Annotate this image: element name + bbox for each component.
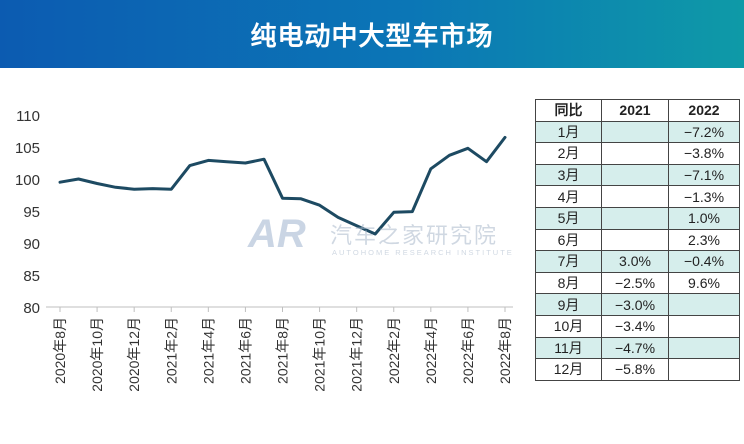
table-body: 1月 −7.2% 2月 −3.8% 3月 −7.1% 4月 −1.3% 5月 1.0% 6月 2.3%…	[535, 120, 740, 381]
yoy-cell	[668, 358, 740, 381]
month-cell: 9月	[535, 293, 602, 316]
y-tick-label: 80	[23, 300, 40, 317]
yoy-cell: 9.6%	[668, 271, 740, 295]
table-row: 8月 −2.5% 9.6%	[535, 271, 740, 295]
yoy-cell: −0.4%	[668, 250, 740, 273]
month-cell: 4月	[535, 185, 602, 208]
x-tick-label: 2021年2月	[163, 317, 179, 384]
table-row: 2月 −3.8%	[535, 142, 740, 165]
yoy-cell: −2.5%	[601, 271, 669, 295]
yoy-cell	[601, 120, 669, 144]
table-row: 3月 −7.1%	[535, 163, 740, 187]
x-tick-label: 2021年4月	[200, 317, 216, 384]
header-cell: 同比	[535, 99, 602, 122]
table-row: 1月 −7.2%	[535, 120, 740, 144]
table-row: 5月 1.0%	[535, 206, 740, 230]
x-tick-label: 2022年6月	[460, 317, 476, 384]
table-header-row: 同比 2021 2022	[535, 99, 740, 122]
y-tick-label: 105	[15, 140, 40, 157]
month-cell: 12月	[535, 358, 602, 381]
month-cell: 5月	[535, 206, 602, 230]
yoy-cell: −3.8%	[668, 142, 740, 165]
month-cell: 11月	[535, 336, 602, 360]
yoy-table: 同比 2021 2022 1月 −7.2% 2月 −3.8% 3月 −7.1% 4月 −1.3…	[535, 99, 740, 381]
yoy-cell	[601, 142, 669, 165]
table-row: 10月 −3.4%	[535, 314, 740, 338]
month-cell: 1月	[535, 120, 602, 144]
header-cell: 2022	[668, 99, 740, 122]
table-row: 11月 −4.7%	[535, 336, 740, 360]
x-tick-label: 2022年2月	[386, 317, 402, 384]
yoy-cell: −3.0%	[601, 293, 669, 316]
yoy-cell: −5.8%	[601, 358, 669, 381]
x-tick-label: 2021年8月	[275, 317, 291, 384]
x-tick-label: 2020年12月	[126, 317, 142, 392]
month-cell: 7月	[535, 250, 602, 273]
line-chart: 80 85 90 95 100 105 110 2020年8月 2020年10月 2020年12月…	[15, 108, 513, 392]
table-row: 4月 −1.3%	[535, 185, 740, 208]
month-cell: 2月	[535, 142, 602, 165]
title-bar: 纯电动中大型车市场	[0, 0, 744, 68]
yoy-cell	[668, 293, 740, 316]
table-row: 6月 2.3%	[535, 228, 740, 252]
yoy-cell	[668, 336, 740, 360]
yoy-cell: −4.7%	[601, 336, 669, 360]
yoy-cell: 1.0%	[668, 206, 740, 230]
yoy-cell	[601, 206, 669, 230]
x-tick-label: 2020年8月	[52, 317, 68, 384]
month-cell: 10月	[535, 314, 602, 338]
y-tick-label: 110	[16, 108, 40, 125]
yoy-cell: −7.1%	[668, 163, 740, 187]
month-cell: 3月	[535, 163, 602, 187]
yoy-cell: −7.2%	[668, 120, 740, 144]
yoy-cell	[668, 314, 740, 338]
yoy-cell: −1.3%	[668, 185, 740, 208]
y-tick-label: 90	[23, 236, 40, 253]
y-tick-label: 85	[23, 268, 40, 285]
x-tick-label: 2022年4月	[423, 317, 439, 384]
y-tick-label: 100	[15, 172, 40, 189]
y-tick-label: 95	[23, 204, 40, 221]
page-title: 纯电动中大型车市场	[250, 21, 494, 52]
x-tick-label: 2022年8月	[497, 317, 513, 384]
x-tick-label: 2021年12月	[349, 317, 365, 392]
yoy-cell	[601, 163, 669, 187]
header-cell: 2021	[601, 99, 669, 122]
table-row: 7月 3.0% −0.4%	[535, 250, 740, 273]
yoy-cell: 2.3%	[668, 228, 740, 252]
month-cell: 6月	[535, 228, 602, 252]
month-cell: 8月	[535, 271, 602, 295]
yoy-cell: 3.0%	[601, 250, 669, 273]
yoy-cell	[601, 185, 669, 208]
x-tick-label: 2021年6月	[237, 317, 253, 384]
x-tick-label: 2021年10月	[312, 317, 328, 392]
yoy-cell	[601, 228, 669, 252]
series-line	[58, 135, 507, 236]
table-row: 9月 −3.0%	[535, 293, 740, 316]
yoy-cell: −3.4%	[601, 314, 669, 338]
table-row: 12月 −5.8%	[535, 358, 740, 381]
x-tick-label: 2020年10月	[89, 317, 105, 392]
